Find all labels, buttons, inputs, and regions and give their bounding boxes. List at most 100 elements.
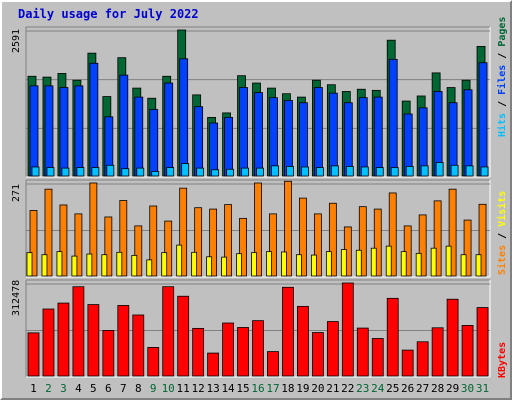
x-tick-label: 11 [177,382,190,395]
bar-visits-day-18 [281,251,287,277]
bar-sites-day-25 [388,192,397,277]
bar-files-day-5 [89,62,99,177]
bar-files-day-12 [194,106,204,177]
x-tick-label: 25 [386,382,399,395]
bar-sites-day-10 [164,220,173,277]
bar-kbytes-day-26 [401,349,414,377]
bar-hits-day-12 [196,167,205,177]
bar-kbytes-day-25 [386,297,399,377]
x-tick-label: 3 [60,382,67,395]
bar-files-day-10 [164,82,174,177]
x-tick-label: 20 [311,382,324,395]
x-tick-label: 7 [120,382,127,395]
bar-hits-day-14 [226,168,234,177]
bar-sites-day-30 [463,219,472,277]
bar-visits-day-25 [385,245,392,277]
bar-kbytes-day-30 [461,325,474,377]
x-tick-label: 4 [75,382,82,395]
bar-sites-day-13 [209,208,218,277]
bar-hits-day-26 [405,166,414,177]
bar-hits-day-24 [375,167,384,177]
bar-files-day-21 [328,92,338,177]
bar-sites-day-20 [313,213,322,277]
bar-files-day-15 [239,87,248,177]
x-tick-label: 30 [461,382,474,395]
bar-sites-day-6 [104,216,113,277]
bar-kbytes-day-21 [326,321,339,377]
bar-sites-day-31 [478,203,487,277]
bar-visits-day-6 [101,254,108,277]
bar-kbytes-day-17 [267,351,279,377]
bar-kbytes-day-7 [117,305,130,377]
bar-kbytes-day-31 [476,307,489,377]
bar-hits-day-21 [330,165,339,177]
bar-visits-day-26 [400,251,407,277]
x-tick-label: 17 [266,382,279,395]
bar-sites-day-14 [224,204,232,277]
bar-hits-day-9 [151,171,160,177]
bar-visits-day-10 [161,252,168,277]
bar-hits-day-2 [46,167,55,177]
bar-kbytes-day-28 [431,327,444,377]
bar-visits-day-11 [176,244,183,277]
bar-visits-day-1 [26,252,33,277]
bar-visits-day-9 [146,259,153,277]
bar-sites-day-17 [269,213,277,277]
x-tick-label: 5 [90,382,97,395]
bar-sites-day-15 [239,217,247,277]
bar-files-day-24 [373,96,383,177]
bar-visits-day-27 [415,252,422,277]
bar-sites-day-21 [328,202,337,277]
bar-kbytes-day-11 [177,295,190,377]
x-tick-label: 10 [162,382,175,395]
bar-kbytes-day-12 [192,327,205,377]
bar-hits-day-22 [345,166,354,177]
bar-sites-day-4 [74,213,83,277]
bar-sites-day-2 [44,188,53,277]
y-max-label: 271 [11,184,22,202]
bar-kbytes-day-23 [356,327,369,377]
x-tick-label: 8 [135,382,142,395]
legend-pages: Pages [497,17,508,47]
bar-hits-day-25 [390,167,399,177]
bar-hits-day-28 [435,162,444,177]
bar-files-day-18 [284,100,293,177]
bar-hits-day-7 [121,168,130,177]
x-tick-label: 22 [341,382,354,395]
legend-sep: / [497,47,508,65]
bar-visits-day-5 [86,253,93,277]
bar-kbytes-day-5 [87,304,100,377]
bar-visits-day-24 [370,247,377,277]
bar-hits-day-19 [301,166,309,177]
x-tick-label: 1 [30,382,37,395]
bar-kbytes-day-14 [222,322,234,377]
bar-kbytes-day-19 [297,305,309,377]
y-max-label: 312478 [11,280,22,316]
bar-kbytes-day-22 [341,282,354,377]
bar-visits-day-21 [325,251,332,277]
bar-hits-day-4 [76,167,85,177]
x-tick-label: 27 [416,382,429,395]
bar-visits-day-20 [310,254,317,277]
legend-visits: Visits [496,191,508,227]
x-tick-label: 26 [401,382,414,395]
bar-sites-day-24 [373,208,382,277]
bar-kbytes-day-20 [311,332,324,377]
bar-sites-day-18 [284,180,292,277]
bar-visits-day-8 [131,255,138,277]
x-tick-label: 9 [150,382,157,395]
bar-sites-day-5 [89,182,98,277]
bar-visits-day-29 [445,245,452,277]
legend-sites: Sites [496,245,508,275]
bar-kbytes-day-8 [132,314,145,377]
bar-sites-day-3 [59,204,68,277]
bar-files-day-2 [44,85,54,177]
legend-sep: / [497,95,508,113]
y-max-label: 2591 [11,29,22,53]
x-tick-label: 24 [371,382,385,395]
bar-hits-day-13 [211,169,220,177]
bar-files-day-9 [149,109,159,177]
x-tick-label: 12 [192,382,205,395]
